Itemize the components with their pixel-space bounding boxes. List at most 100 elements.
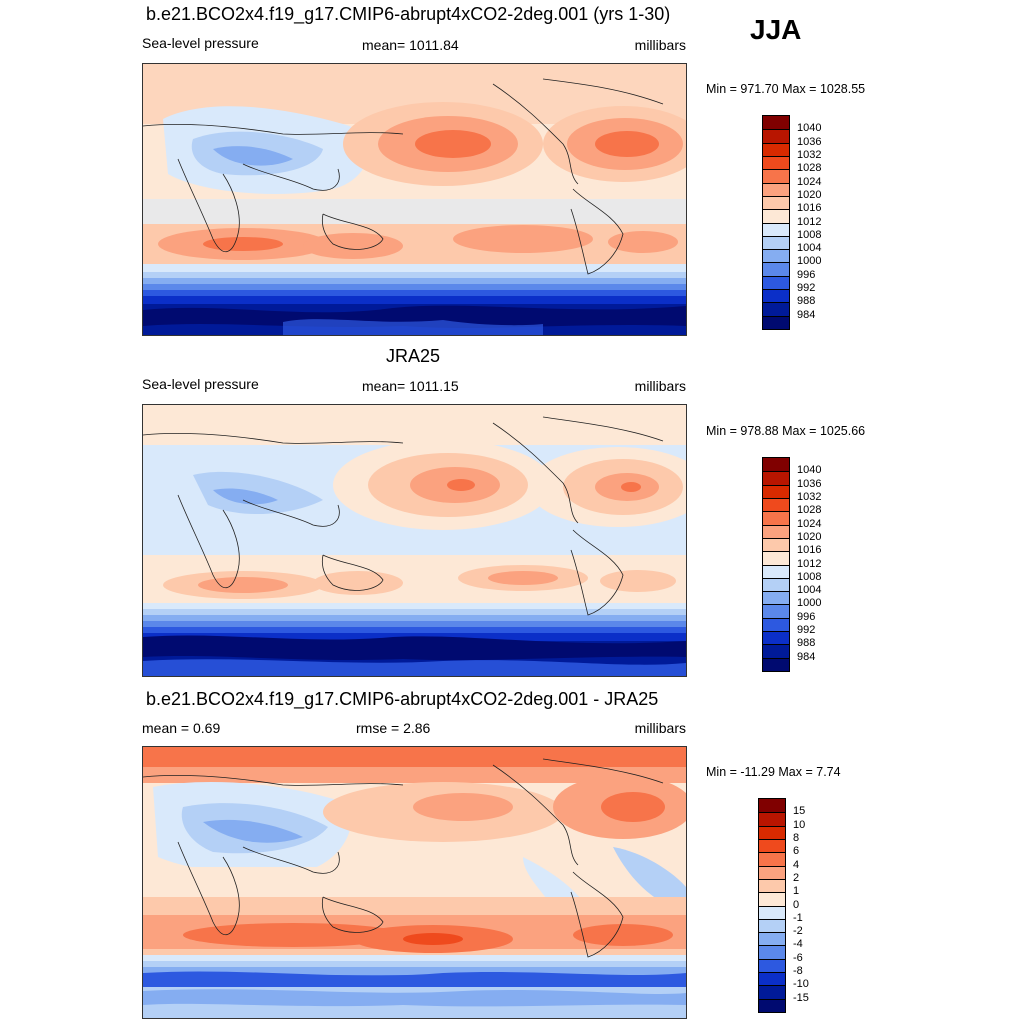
panel1-colorbar-tick-label: 1000: [797, 255, 822, 268]
panel3-title: b.e21.BCO2x4.f19_g17.CMIP6-abrupt4xCO2-2…: [146, 689, 659, 709]
panel1-colorbar-swatch: [763, 289, 789, 303]
panel2-colorbar-swatch: [763, 631, 789, 645]
panel3-colorbar-tick-label: -1: [793, 911, 803, 924]
panel2-units-label: millibars: [634, 378, 686, 394]
panel2-colorbar-swatch: [763, 604, 789, 618]
panel2-colorbar: 1040 1036 1032 1028 1024 1020 1016 1012 1008 1004…: [762, 457, 821, 672]
panel2-colorbar-tick-label: 984: [797, 650, 816, 663]
panel3-colorbar-tick-label: -6: [793, 951, 803, 964]
panel3-colorbar-tick-label: -2: [793, 925, 803, 938]
panel1-colorbar-tick-label: 984: [797, 308, 816, 321]
panel3-colorbar-tick-label: 0: [793, 898, 800, 911]
panel3-colorbar-swatch: [759, 972, 785, 986]
panel2-colorbar-swatch: [763, 564, 789, 578]
panel1-colorbar-tick-label: 996: [797, 268, 816, 281]
panel1-colorbar-tick-label: 1028: [797, 162, 822, 175]
panel3-colorbar-tick-label: 10: [793, 818, 806, 831]
panel2-colorbar-swatch: [763, 617, 789, 632]
panel3-colorbar-swatch: [759, 892, 785, 906]
panel1-colorbar-tick-label: 1040: [797, 122, 822, 135]
panel3-colorbar-swatch: [759, 945, 785, 959]
panel2-variable-label: Sea-level pressure: [142, 376, 259, 392]
panel2-colorbar-swatch: [763, 591, 789, 605]
panel3-colorbar-swatch: [759, 865, 785, 879]
panel1-colorbar-swatch: [763, 302, 789, 316]
panel2-colorbar-swatch: [763, 524, 789, 538]
panel1-colorbar-swatch: [763, 169, 789, 183]
panel1-colorbar-tick-label: 1016: [797, 202, 822, 215]
panel3-colorbar-swatch: [759, 812, 785, 826]
panel2-colorbar-swatch: [763, 644, 789, 658]
panel2-colorbar-tick-label: 996: [797, 610, 816, 623]
panel1-colorbar-swatch: [763, 195, 789, 210]
panel3-mean-label: mean = 0.69: [142, 720, 221, 736]
panel1-colorbar-swatch: [763, 249, 789, 263]
panel3-map: [142, 746, 687, 1019]
panel1-colorbar-swatch: [763, 142, 789, 156]
panel1-minmax: Min = 971.70 Max = 1028.55: [706, 82, 866, 96]
panel1-colorbar-swatch: [763, 129, 789, 143]
panel1-colorbar-swatch: [763, 235, 789, 250]
panel3-colorbar-tick-label: -4: [793, 938, 803, 951]
panel2-colorbar-swatch: [763, 537, 789, 552]
panel1-map: [142, 63, 687, 336]
panel2-colorbar-swatch: [763, 471, 789, 485]
panel2-colorbar-tick-label: 1000: [797, 597, 822, 610]
panel2-colorbar-tick-label: 1020: [797, 530, 822, 543]
panel1-colorbar-swatch: [763, 315, 789, 329]
panel3-colorbar-swatch: [759, 799, 785, 813]
panel3-colorbar-tick-label: -10: [793, 978, 809, 991]
panel2-colorbar-tick-label: 1024: [797, 517, 822, 530]
panel1-colorbar-swatch: [763, 209, 789, 223]
panel3-colorbar-swatch: [759, 958, 785, 973]
panel2-colorbar-swatch: [763, 497, 789, 512]
panel3-colorbar-swatch: [759, 825, 785, 839]
panel1-colorbar-tick-label: 1008: [797, 228, 822, 241]
panel3-colorbar-swatch: [759, 998, 785, 1012]
panel1-colorbar-tick-label: 1032: [797, 148, 822, 161]
season-label: JJA: [750, 14, 802, 45]
panel1-colorbar-tick-label: 992: [797, 282, 816, 295]
panel1-units-label: millibars: [634, 37, 686, 53]
panel1-colorbar-tick-label: 1024: [797, 175, 822, 188]
panel2-colorbar-tick-label: 1004: [797, 584, 822, 597]
panel1-colorbar-tick-label: 988: [797, 295, 816, 308]
panel3-colorbar-tick-label: 6: [793, 845, 800, 858]
panel1-variable-label: Sea-level pressure: [142, 35, 259, 51]
panel2-colorbar-swatch: [763, 511, 789, 525]
panel2-colorbar-tick-label: 992: [797, 624, 816, 637]
panel1-colorbar: 1040 1036 1032 1028 1024 1020 1016 1012 1008 1004…: [762, 115, 821, 330]
panel3-colorbar-tick-label: -8: [793, 965, 803, 978]
panel2-colorbar-swatch: [763, 484, 789, 498]
panel1-colorbar-tick-label: 1036: [797, 135, 822, 148]
panel1-colorbar-swatch: [763, 155, 789, 170]
panel3-colorbar-tick-label: 1: [793, 885, 800, 898]
panel2-colorbar-swatch: [763, 551, 789, 565]
panel3-colorbar-tick-label: 15: [793, 805, 806, 818]
panel1-colorbar-tick-label: 1012: [797, 215, 822, 228]
panel3-colorbar-tick-label: 4: [793, 858, 800, 871]
panel2-colorbar-tick-label: 1028: [797, 504, 822, 517]
panel2-colorbar-swatch: [763, 458, 789, 472]
panel1-colorbar-swatch: [763, 275, 789, 290]
panel2-map: [142, 404, 687, 677]
panel2-colorbar-swatch: [763, 657, 789, 671]
panel2-colorbar-tick-label: 1008: [797, 570, 822, 583]
panel2-minmax: Min = 978.88 Max = 1025.66: [706, 424, 866, 438]
panel2-title: JRA25: [386, 346, 441, 366]
panel3-colorbar-swatch: [759, 932, 785, 946]
panel1-colorbar-swatch: [763, 182, 789, 196]
panel3-minmax: Min = -11.29 Max = 7.74: [706, 765, 841, 779]
panel3-colorbar-swatch: [759, 878, 785, 893]
panel3-colorbar-tick-label: 2: [793, 871, 800, 884]
panel3-colorbar-swatch: [759, 838, 785, 853]
panel3-colorbar-swatch: [759, 985, 785, 999]
panel3-colorbar-tick-label: -15: [793, 991, 809, 1004]
panel3-colorbar: 15 10 8 6 4 2 1 0 -1 -2 -4 -6 -8 -10 -15: [758, 798, 809, 1013]
panel2-colorbar-tick-label: 988: [797, 637, 816, 650]
panel3-colorbar-tick-label: 8: [793, 831, 800, 844]
panel2-colorbar-tick-label: 1012: [797, 557, 822, 570]
panel2-mean-label: mean= 1011.15: [362, 378, 459, 394]
panel2-colorbar-tick-label: 1040: [797, 464, 822, 477]
panel1-colorbar-swatch: [763, 262, 789, 276]
